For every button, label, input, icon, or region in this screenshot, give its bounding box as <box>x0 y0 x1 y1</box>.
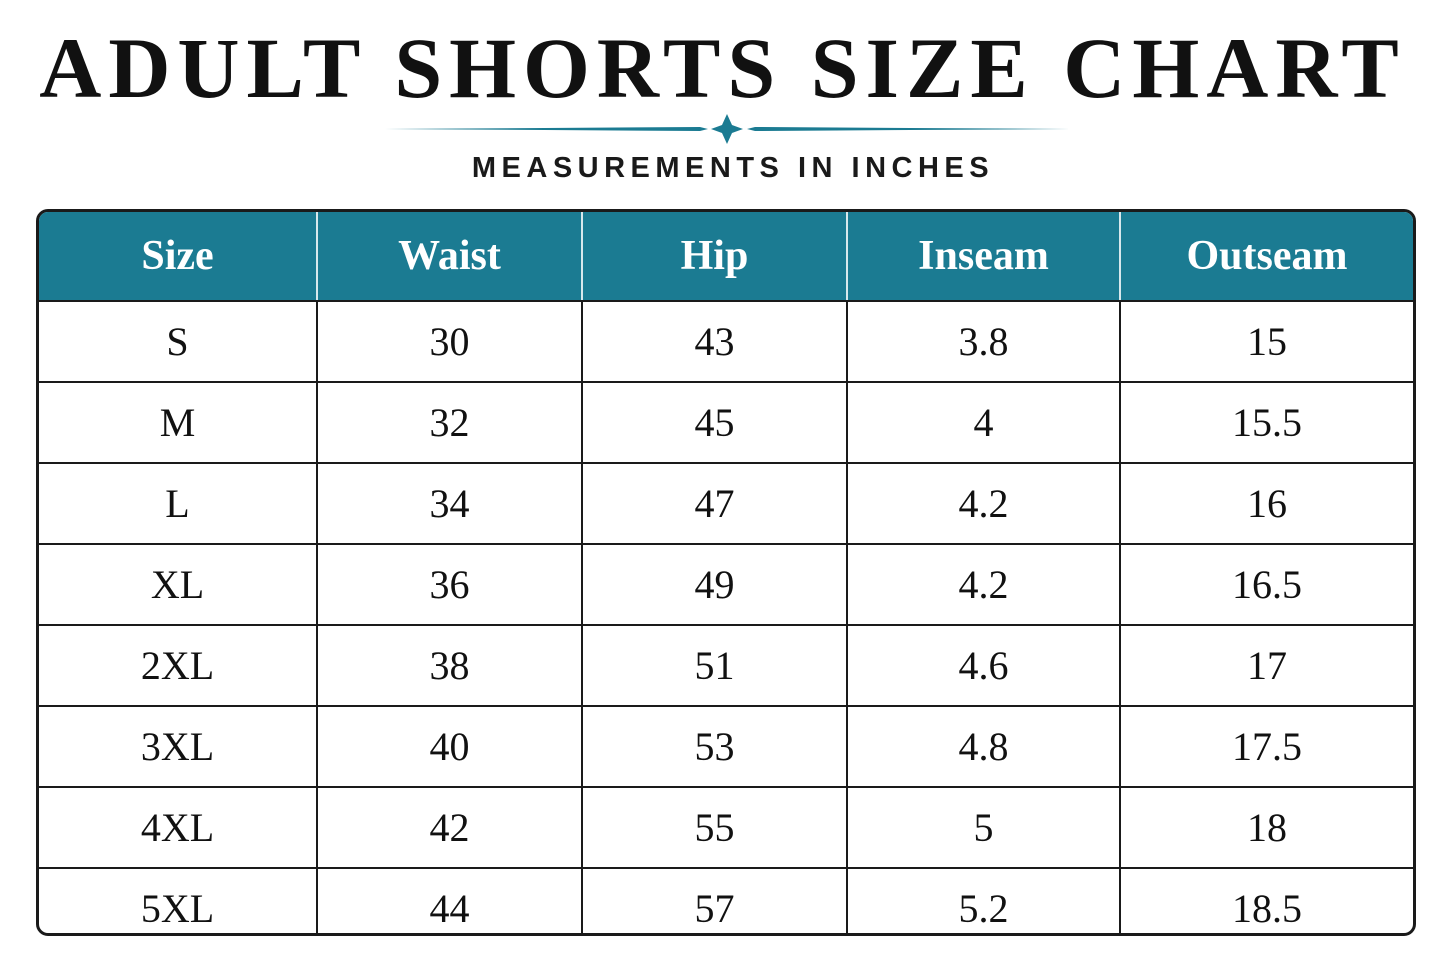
table-cell: 18 <box>1119 786 1413 868</box>
table-cell: 5XL <box>39 867 317 933</box>
table-row: XL 36 49 4.2 16.5 <box>39 543 1413 625</box>
table-row: S 30 43 3.8 15 <box>39 300 1413 382</box>
table-cell: 16 <box>1119 462 1413 544</box>
column-header: Inseam <box>846 212 1120 302</box>
table-row: 5XL 44 57 5.2 18.5 <box>39 867 1413 933</box>
table-cell: 51 <box>581 624 847 706</box>
table-cell: 40 <box>316 705 582 787</box>
table-cell: 17 <box>1119 624 1413 706</box>
table-cell: 5 <box>846 786 1120 868</box>
table-cell: 3.8 <box>846 300 1120 382</box>
column-header: Outseam <box>1119 212 1413 302</box>
table-row: 3XL 40 53 4.8 17.5 <box>39 705 1413 787</box>
table-cell: S <box>39 300 317 382</box>
table-cell: 15.5 <box>1119 381 1413 463</box>
table-cell: 17.5 <box>1119 705 1413 787</box>
size-table: Size Waist Hip Inseam Outseam S 30 43 3.8 15 M 32 4… <box>39 212 1413 933</box>
table-cell: 5.2 <box>846 867 1120 933</box>
table-frame: Size Waist Hip Inseam Outseam S 30 43 3.8 15 M 32 4… <box>36 209 1416 936</box>
table-row: M 32 45 4 15.5 <box>39 381 1413 463</box>
table-cell: 4.8 <box>846 705 1120 787</box>
table-cell: 55 <box>581 786 847 868</box>
table-cell: 4.2 <box>846 462 1120 544</box>
table-cell: 38 <box>316 624 582 706</box>
table-cell: 49 <box>581 543 847 625</box>
table-cell: 4 <box>846 381 1120 463</box>
table-row: L 34 47 4.2 16 <box>39 462 1413 544</box>
title: ADULT SHORTS SIZE CHART <box>39 20 1406 116</box>
table-cell: 16.5 <box>1119 543 1413 625</box>
table-cell: 4XL <box>39 786 317 868</box>
table-cell: 45 <box>581 381 847 463</box>
column-header: Hip <box>581 212 847 302</box>
table-cell: 3XL <box>39 705 317 787</box>
table-cell: 4.6 <box>846 624 1120 706</box>
table-cell: 53 <box>581 705 847 787</box>
table-cell: 34 <box>316 462 582 544</box>
table-cell: 43 <box>581 300 847 382</box>
table-cell: 47 <box>581 462 847 544</box>
table-cell: 18.5 <box>1119 867 1413 933</box>
table-cell: 30 <box>316 300 582 382</box>
divider <box>385 114 1070 144</box>
table-cell: 36 <box>316 543 582 625</box>
column-header: Waist <box>316 212 582 302</box>
table-cell: 57 <box>581 867 847 933</box>
table-cell: M <box>39 381 317 463</box>
table-cell: 4.2 <box>846 543 1120 625</box>
table-cell: 44 <box>316 867 582 933</box>
table-cell: L <box>39 462 317 544</box>
subtitle: MEASUREMENTS IN INCHES <box>471 152 995 184</box>
table-row: 4XL 42 55 5 18 <box>39 786 1413 868</box>
table-row: 2XL 38 51 4.6 17 <box>39 624 1413 706</box>
table-cell: 32 <box>316 381 582 463</box>
table-cell: XL <box>39 543 317 625</box>
table-cell: 15 <box>1119 300 1413 382</box>
table-cell: 42 <box>316 786 582 868</box>
header-row: Size Waist Hip Inseam Outseam <box>39 212 1413 302</box>
column-header: Size <box>39 212 317 302</box>
table-cell: 2XL <box>39 624 317 706</box>
